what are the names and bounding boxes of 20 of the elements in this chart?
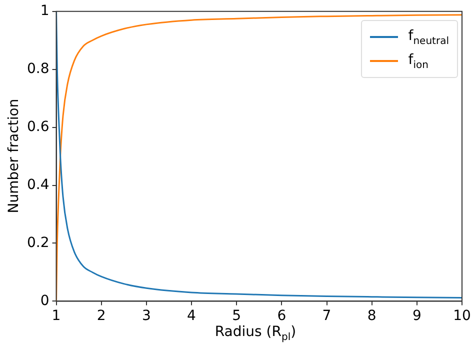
y-tick-label: 0 xyxy=(40,292,50,309)
y-tick-label: 0.2 xyxy=(27,234,50,251)
y-tick-label: 0.6 xyxy=(27,118,50,135)
x-tick-label: 3 xyxy=(142,308,151,324)
x-tick-label: 7 xyxy=(322,308,332,324)
x-tick-label: 5 xyxy=(232,308,242,324)
legend-label: f$_{neutral}$ xyxy=(408,28,449,46)
x-tick-label: 4 xyxy=(187,308,196,324)
x-tick-label: 8 xyxy=(367,308,376,324)
x-tick-label: 6 xyxy=(277,308,286,324)
y-tick-label: 0.8 xyxy=(27,61,50,77)
x-tick-label: 9 xyxy=(412,308,422,324)
x-axis-title: Radius (R$_{pl}$) xyxy=(214,324,298,343)
legend-label: f$_{ion}$ xyxy=(408,52,428,70)
x-tick-label: 10 xyxy=(453,308,471,324)
y-tick-label: 0.4 xyxy=(27,176,50,193)
y-axis-title: Number fraction xyxy=(6,98,22,216)
x-tick-label: 1 xyxy=(52,308,61,324)
y-tick-label: 1 xyxy=(40,3,50,20)
x-tick-label: 2 xyxy=(96,308,106,324)
